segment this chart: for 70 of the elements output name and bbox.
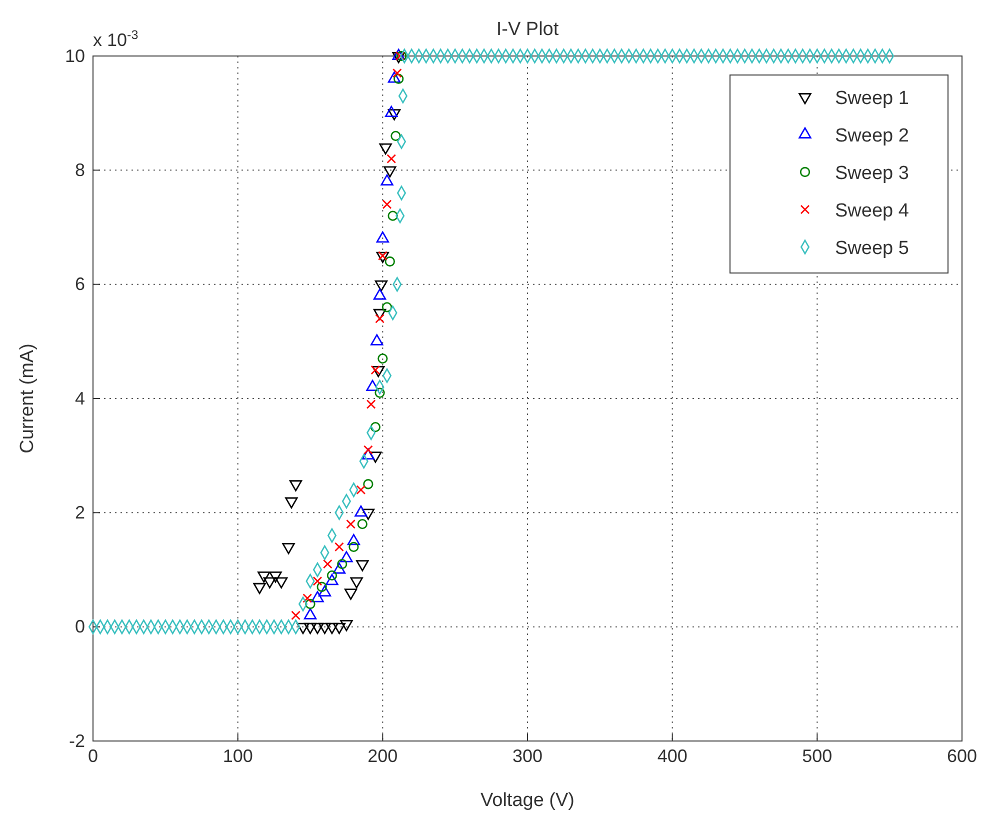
point: [348, 542, 359, 552]
legend-label: Sweep 3: [835, 163, 909, 184]
point: [392, 48, 405, 60]
point: [340, 620, 353, 632]
x-tick-label: 600: [946, 746, 978, 766]
point: [380, 174, 394, 186]
point: [346, 519, 356, 529]
point: [253, 582, 266, 594]
x-tick-label: 400: [657, 746, 688, 766]
point: [304, 622, 317, 634]
y-tick-label: 0: [74, 616, 85, 637]
point: [274, 577, 288, 588]
point: [337, 558, 348, 570]
point: [382, 302, 392, 312]
point: [384, 256, 395, 267]
y-tick-label: 6: [74, 274, 85, 294]
point: [388, 210, 398, 221]
point: [326, 570, 338, 581]
legend-label: Sweep 4: [835, 200, 910, 222]
point: [350, 577, 363, 588]
x-tick-label: 200: [368, 746, 398, 766]
point: [302, 594, 312, 603]
y-tick-label: 10: [64, 46, 85, 66]
point: [322, 559, 332, 569]
point: [269, 572, 282, 583]
point: [291, 610, 300, 620]
point: [332, 622, 346, 634]
point: [326, 622, 338, 634]
legend-label: Sweep 5: [835, 238, 909, 259]
point: [356, 560, 369, 572]
point: [289, 480, 302, 492]
text: x 10$^{-3}$: [93, 28, 138, 50]
point: [285, 497, 298, 508]
point: [258, 572, 270, 583]
point: [357, 519, 368, 530]
point: [305, 598, 316, 610]
point: [263, 577, 276, 588]
point: [312, 576, 322, 586]
y-tick-label: -2: [68, 730, 85, 751]
x-tick-label: 0: [88, 746, 98, 766]
point: [386, 154, 396, 164]
point: [344, 588, 358, 600]
point: [282, 542, 295, 554]
x-tick-label: 500: [802, 746, 832, 766]
y-axis-title: Current (mA): [17, 344, 38, 454]
point: [366, 400, 376, 409]
y-tick-label: 4: [74, 388, 85, 408]
point: [385, 106, 398, 118]
point: [334, 542, 344, 552]
point: [363, 479, 374, 490]
point: [382, 200, 392, 210]
point: [378, 353, 388, 364]
x-tick-label: 300: [512, 746, 543, 766]
point: [296, 622, 310, 634]
point: [388, 72, 401, 83]
point: [356, 485, 366, 495]
point: [369, 452, 382, 463]
point: [374, 388, 385, 398]
point: [362, 508, 375, 520]
x-tick-label: 100: [222, 746, 253, 766]
point: [390, 130, 401, 141]
legend-label: Sweep 2: [835, 126, 909, 146]
y-tick-label: 8: [74, 160, 85, 180]
y-tick-label: 2: [74, 502, 85, 522]
chart-title: I-V Plot: [496, 19, 560, 40]
point: [311, 622, 324, 634]
point: [318, 622, 332, 634]
x-axis-title: Voltage (V): [480, 790, 574, 811]
point: [370, 422, 380, 432]
legend-label: Sweep 1: [835, 88, 909, 109]
